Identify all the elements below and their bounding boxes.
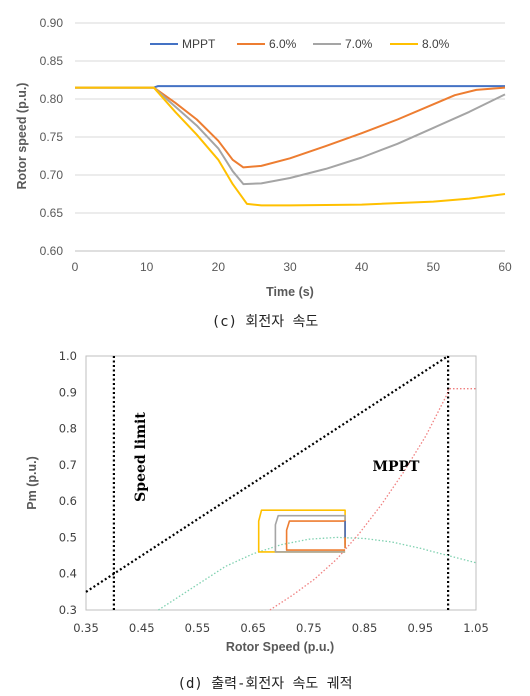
chart-c-y-axis-title: Rotor speed (p.u.) xyxy=(15,83,29,190)
chart-c-x-tick-label: 20 xyxy=(212,260,226,274)
chart-d-series-line xyxy=(85,355,449,593)
chart-d-y-tick-label: 0.9 xyxy=(59,385,77,399)
chart-c-legend-label: 6.0% xyxy=(269,37,297,51)
chart-d-y-tick-label: 0.4 xyxy=(59,567,77,581)
chart-c-legend-label: 8.0% xyxy=(422,37,450,51)
chart-d-y-tick-label: 0.7 xyxy=(59,458,77,472)
chart-c-legend: MPPT 6.0% 7.0% 8.0% xyxy=(150,37,450,51)
chart-c-y-tick-label: 0.75 xyxy=(40,130,64,144)
chart-c-x-tick-label: 10 xyxy=(140,260,154,274)
chart-c-y-tick-label: 0.65 xyxy=(40,206,64,220)
chart-c-y-tick-label: 0.60 xyxy=(40,244,64,258)
chart-c-caption: (c) 회전자 속도 xyxy=(212,314,319,330)
chart-c-x-axis-title: Time (s) xyxy=(266,285,314,299)
chart-d-series-line xyxy=(269,388,476,611)
chart-d-x-tick-label: 0.45 xyxy=(129,621,155,635)
chart-d: 0.3 0.4 0.5 0.6 0.7 0.8 0.9 1.0 0.35 0.45 0.55 0.6… xyxy=(25,349,489,692)
chart-d-x-axis-title: Rotor Speed (p.u.) xyxy=(226,640,334,654)
chart-c-series-line xyxy=(75,86,506,169)
chart-d-y-tick-label: 0.8 xyxy=(59,422,77,436)
chart-d-x-tick-label: 1.05 xyxy=(463,621,489,635)
chart-c-y-tick-label: 0.70 xyxy=(40,168,64,182)
chart-c-series-line xyxy=(75,86,506,186)
chart-d-y-tick-label: 1.0 xyxy=(59,349,77,363)
chart-d-series-line xyxy=(158,536,477,611)
chart-d-speed-limit-label: Speed limit xyxy=(133,412,149,502)
chart-c-x-tick-label: 0 xyxy=(72,260,79,274)
chart-d-x-tick-label: 0.35 xyxy=(73,621,99,635)
chart-c: 0.60 0.65 0.70 0.75 0.80 0.85 0.90 0 10 20 30 40 50… xyxy=(15,16,512,330)
chart-c-series-line xyxy=(75,86,506,207)
chart-d-x-tick-label: 0.95 xyxy=(407,621,433,635)
chart-d-y-tick-label: 0.3 xyxy=(59,603,77,617)
chart-d-plot-frame xyxy=(85,355,477,611)
chart-d-mppt-label: MPPT xyxy=(373,459,421,475)
chart-d-x-tick-label: 0.85 xyxy=(352,621,378,635)
chart-c-legend-label: 7.0% xyxy=(345,37,373,51)
chart-c-y-tick-label: 0.80 xyxy=(40,92,64,106)
chart-d-y-axis-title: Pm (p.u.) xyxy=(25,456,39,509)
chart-c-x-tick-label: 60 xyxy=(498,260,512,274)
chart-d-caption: (d) 출력-회전자 속도 궤적 xyxy=(178,676,353,692)
chart-c-x-tick-label: 40 xyxy=(355,260,369,274)
chart-d-x-tick-label: 0.55 xyxy=(185,621,211,635)
chart-d-series-line xyxy=(285,520,346,551)
chart-d-x-tick-label: 0.75 xyxy=(296,621,322,635)
chart-c-x-tick-label: 50 xyxy=(427,260,441,274)
chart-d-y-tick-label: 0.5 xyxy=(59,530,77,544)
chart-c-y-tick-label: 0.90 xyxy=(40,16,64,30)
chart-c-legend-label: MPPT xyxy=(182,37,216,51)
chart-d-x-tick-label: 0.65 xyxy=(240,621,266,635)
chart-c-x-tick-label: 30 xyxy=(283,260,297,274)
chart-c-y-tick-label: 0.85 xyxy=(40,54,64,68)
chart-d-y-tick-label: 0.6 xyxy=(59,494,77,508)
